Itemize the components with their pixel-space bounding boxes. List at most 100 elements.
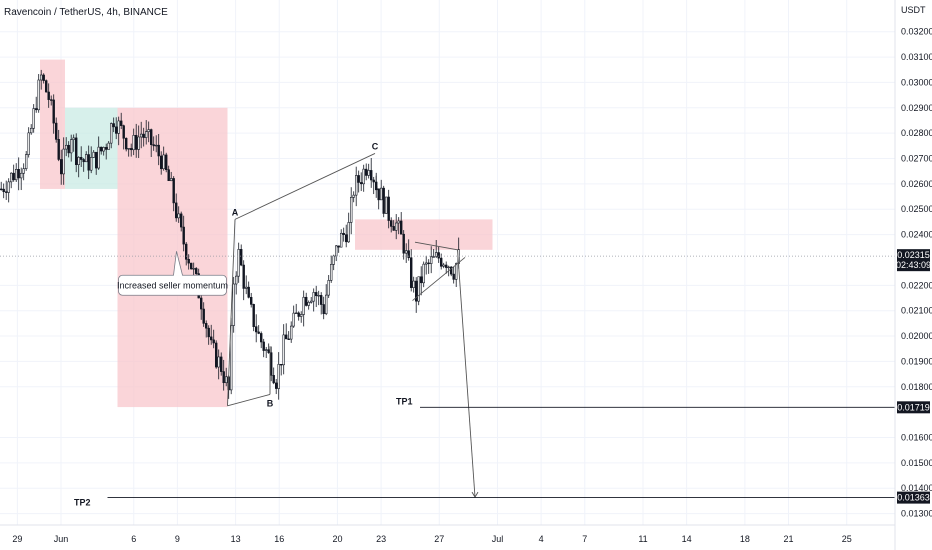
candle-body bbox=[130, 148, 133, 151]
candle-body bbox=[142, 133, 145, 138]
candle-body bbox=[39, 74, 43, 81]
candle-body bbox=[417, 276, 420, 302]
x-tick-label: 6 bbox=[131, 534, 136, 544]
x-tick-label: Jun bbox=[54, 534, 69, 544]
candle-body bbox=[145, 131, 148, 138]
candle-body bbox=[454, 263, 458, 280]
candle-body bbox=[404, 250, 408, 254]
candle-body bbox=[292, 312, 295, 327]
candle-body bbox=[322, 304, 325, 315]
candle-body bbox=[59, 159, 63, 175]
candle-body bbox=[334, 245, 338, 257]
x-tick-label: 21 bbox=[783, 534, 793, 544]
candle-body bbox=[384, 196, 388, 214]
candle-body bbox=[207, 327, 210, 338]
candle-body bbox=[117, 120, 120, 134]
candle-body bbox=[297, 312, 300, 317]
candle-body bbox=[429, 256, 433, 264]
triangle-line bbox=[412, 257, 466, 301]
candle-body bbox=[317, 295, 320, 297]
candle-body bbox=[264, 349, 268, 351]
candle-body bbox=[87, 154, 90, 171]
candle-body bbox=[247, 286, 250, 298]
candle-body bbox=[374, 186, 378, 190]
triangle-line bbox=[414, 241, 458, 251]
candle-body bbox=[222, 371, 225, 384]
candle-body bbox=[379, 187, 383, 201]
callout-box bbox=[118, 274, 227, 296]
candle-body bbox=[382, 187, 385, 214]
candle-body bbox=[180, 213, 183, 228]
candle-body bbox=[262, 341, 265, 351]
candle-body bbox=[439, 257, 443, 267]
candle-body bbox=[172, 178, 175, 204]
candle-body bbox=[95, 151, 98, 169]
y-tick-label: 0.02600 bbox=[901, 179, 932, 189]
candle-body bbox=[10, 172, 13, 183]
candle-body bbox=[170, 178, 173, 182]
candle-body bbox=[75, 137, 78, 165]
candle-body bbox=[274, 382, 278, 389]
candle-body bbox=[0, 188, 3, 191]
currency-label: USDT bbox=[901, 5, 926, 15]
target-label-tp1: TP1 bbox=[396, 396, 413, 406]
x-tick-label: 13 bbox=[231, 534, 241, 544]
candle-body bbox=[359, 182, 363, 185]
candle-body bbox=[12, 172, 15, 181]
y-tick-label: 0.03100 bbox=[901, 52, 932, 62]
x-tick-label: 27 bbox=[434, 534, 444, 544]
target-price-value: 0.01719 bbox=[897, 402, 930, 412]
candle-body bbox=[314, 292, 318, 297]
candle-body bbox=[437, 252, 440, 259]
candle-body bbox=[279, 363, 283, 366]
candle-body bbox=[347, 222, 350, 243]
candle-body bbox=[67, 144, 70, 154]
y-tick-label: 0.02800 bbox=[901, 128, 932, 138]
candle-body bbox=[135, 134, 138, 150]
candle-body bbox=[319, 295, 323, 305]
candle-body bbox=[105, 147, 108, 150]
candle-body bbox=[110, 123, 113, 144]
candle-body bbox=[269, 352, 273, 376]
candle-body bbox=[122, 125, 125, 139]
x-axis[interactable]: 29 Jun 6 9 13 16 20 23 27 Jul 4 7 11 14 18 21 25 bbox=[0, 524, 895, 544]
x-tick-label: Jul bbox=[492, 534, 504, 544]
candle-body bbox=[362, 168, 365, 185]
candle-body bbox=[444, 264, 448, 268]
candle-body bbox=[287, 338, 290, 340]
current-price-countdown: 02:43:09 bbox=[896, 260, 931, 270]
candle-body bbox=[187, 258, 190, 264]
pattern-line bbox=[227, 393, 271, 407]
y-tick-label: 0.01800 bbox=[901, 382, 932, 392]
candle-body bbox=[252, 304, 255, 327]
candle-body bbox=[147, 129, 150, 132]
x-tick-label: 16 bbox=[274, 534, 284, 544]
candle-body bbox=[312, 292, 315, 302]
candle-body bbox=[342, 232, 345, 235]
candle-body bbox=[329, 264, 333, 281]
y-tick-label: 0.02100 bbox=[901, 306, 932, 316]
x-tick-label: 25 bbox=[842, 534, 852, 544]
y-axis[interactable]: 0.03200 0.03100 0.03000 0.02900 0.02800 0.027… bbox=[894, 0, 932, 550]
pattern-label-a: A bbox=[232, 207, 239, 217]
candle-body bbox=[409, 257, 413, 288]
current-price-value: 0.02315 bbox=[897, 250, 930, 260]
candle-body bbox=[195, 268, 198, 274]
candle-body bbox=[257, 331, 260, 334]
candle-body bbox=[49, 99, 53, 101]
candle-body bbox=[277, 363, 280, 389]
candle-body bbox=[177, 213, 180, 219]
y-tick-label: 0.02900 bbox=[901, 103, 932, 113]
target-label-tp2: TP2 bbox=[74, 498, 91, 508]
candle-body bbox=[155, 144, 158, 147]
projection-arrow bbox=[457, 249, 476, 498]
candle-body bbox=[162, 154, 165, 170]
candle-body bbox=[235, 275, 238, 285]
candle-body bbox=[259, 333, 263, 343]
x-tick-label: 11 bbox=[638, 534, 647, 544]
y-tick-label: 0.02000 bbox=[901, 331, 932, 341]
candle-body bbox=[447, 266, 450, 269]
candle-body bbox=[34, 108, 38, 111]
candle-body bbox=[337, 245, 340, 248]
